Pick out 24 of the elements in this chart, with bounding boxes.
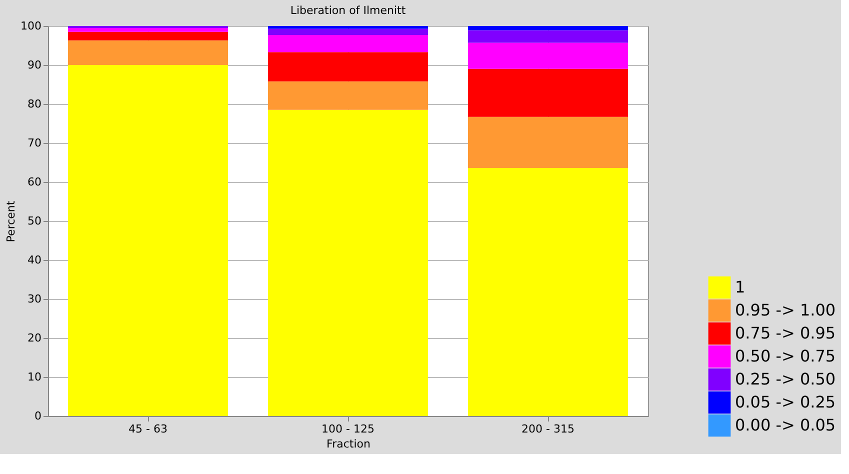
y-tick-label: 30 [28, 292, 42, 306]
legend-label: 0.75 -> 0.95 [735, 324, 836, 342]
legend-label: 1 [735, 278, 746, 296]
y-tick-label: 20 [28, 332, 42, 344]
y-tick-label: 40 [28, 254, 42, 266]
y-tick-label: 80 [28, 98, 42, 110]
y-tick-label: 100 [20, 20, 42, 32]
legend-label: 0.50 -> 0.75 [735, 346, 836, 366]
y-tick-label: 0 [34, 410, 42, 422]
y-tick-label: 50 [28, 214, 42, 228]
y-tick-label: 70 [28, 136, 42, 150]
legend-label: 0.25 -> 0.50 [735, 370, 836, 388]
chart-title: Liberation of Ilmenitt [290, 4, 406, 17]
legend-label: 0.05 -> 0.25 [735, 392, 836, 412]
x-tick-label: 200 - 315 [522, 422, 574, 436]
x-axis-title: Fraction [326, 438, 370, 450]
y-tick-label: 60 [28, 176, 42, 188]
legend-label: 0.95 -> 1.00 [735, 300, 836, 320]
legend-label: 0.00 -> 0.05 [735, 416, 836, 434]
x-tick-label: 45 - 63 [128, 422, 168, 436]
y-tick-label: 10 [28, 370, 42, 384]
y-axis-title: Percent [4, 200, 18, 242]
x-tick-label: 100 - 125 [322, 422, 374, 436]
y-tick-label: 90 [28, 58, 42, 72]
